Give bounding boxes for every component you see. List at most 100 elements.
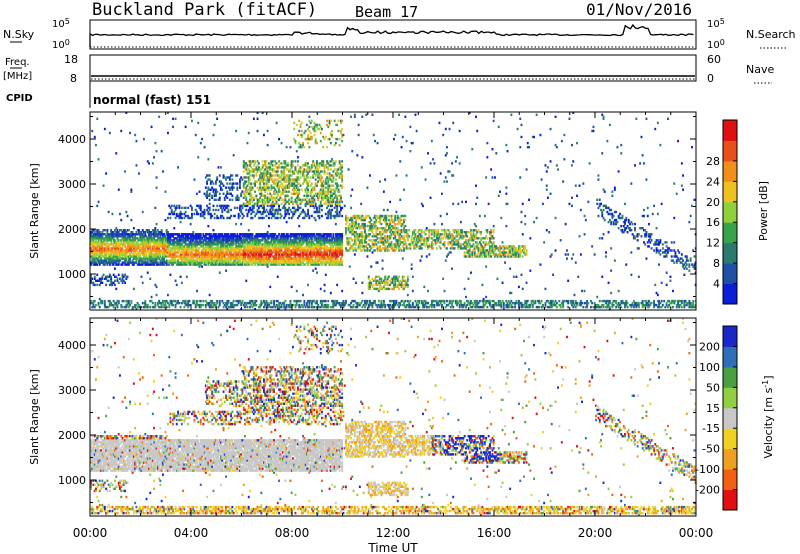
echo-cell: [260, 233, 263, 236]
echo-cell: [274, 263, 277, 266]
echo-cell: [117, 243, 120, 246]
echo-cell: [283, 206, 286, 210]
echo-cell: [274, 255, 277, 258]
echo-cell: [293, 253, 296, 256]
echo-cell: [107, 261, 110, 264]
echo-cell: [288, 202, 291, 206]
echo-cell: [271, 243, 274, 246]
echo-cell: [338, 190, 341, 193]
echo-cell: [251, 261, 254, 264]
echo-cell: [356, 154, 359, 157]
echo-cell: [232, 154, 235, 157]
echo-cell: [278, 301, 280, 305]
echo-cell: [98, 249, 101, 252]
echo-cell: [193, 299, 196, 303]
echo-cell: [232, 237, 235, 240]
echo-cell: [164, 235, 167, 238]
echo-cell: [336, 253, 339, 256]
echo-cell: [246, 190, 249, 193]
echo-cell: [323, 251, 326, 254]
echo-cell: [331, 188, 333, 191]
echo-cell: [274, 178, 277, 181]
echo-cell: [216, 245, 219, 248]
echo-cell: [264, 235, 267, 238]
echo-cell: [271, 235, 274, 238]
echo-cell: [149, 299, 152, 303]
echo-cell: [182, 245, 185, 248]
echo-cell: [207, 158, 210, 161]
echo-cell: [236, 182, 239, 185]
echo-cell: [284, 162, 287, 165]
echo-cell: [307, 176, 309, 179]
echo-cell: [337, 241, 340, 244]
echo-cell: [153, 229, 155, 232]
echo-cell: [189, 263, 192, 266]
echo-cell: [170, 301, 173, 305]
echo-cell: [169, 273, 172, 276]
echo-cell: [218, 237, 221, 240]
echo-cell: [276, 305, 279, 309]
echo-cell: [216, 239, 219, 242]
echo-cell: [121, 305, 124, 309]
echo-cell: [264, 190, 267, 193]
echo-cell: [207, 188, 210, 191]
echo-cell: [168, 237, 171, 240]
echo-cell: [254, 257, 256, 260]
echo-cell: [338, 253, 341, 256]
echo-cell: [292, 253, 294, 256]
echo-cell: [149, 231, 152, 234]
echo-cell: [213, 123, 216, 127]
echo-cell: [268, 178, 270, 181]
echo-cell: [298, 178, 301, 181]
echo-cell: [201, 137, 203, 141]
echo-cell: [160, 150, 163, 153]
echo-cell: [345, 249, 347, 252]
echo-cell: [221, 210, 224, 214]
echo-cell: [170, 259, 173, 262]
echo-cell: [233, 249, 236, 252]
echo-cell: [305, 162, 308, 165]
echo-cell: [276, 257, 279, 260]
echo-cell: [266, 180, 269, 183]
echo-cell: [208, 212, 211, 216]
echo-cell: [285, 249, 288, 252]
echo-cell: [131, 259, 134, 262]
echo-cell: [310, 257, 313, 260]
echo-cell: [358, 214, 361, 218]
echo-cell: [332, 160, 335, 163]
echo-cell: [275, 299, 278, 303]
echo-cell: [155, 235, 158, 238]
echo-cell: [125, 111, 128, 114]
echo-cell: [256, 243, 259, 246]
echo-cell: [235, 174, 238, 177]
echo-cell: [290, 253, 293, 256]
echo-cell: [340, 206, 342, 210]
echo-cell: [274, 233, 277, 236]
echo-cell: [312, 241, 315, 244]
echo-cell: [324, 259, 327, 262]
echo-cell: [146, 160, 149, 163]
echo-cell: [101, 281, 104, 284]
echo-cell: [174, 245, 177, 248]
echo-cell: [250, 261, 253, 264]
echo-cell: [308, 180, 311, 183]
echo-cell: [265, 164, 268, 167]
echo-cell: [232, 186, 235, 189]
echo-cell: [351, 220, 354, 224]
echo-cell: [93, 255, 96, 258]
echo-cell: [304, 263, 307, 266]
echo-cell: [175, 237, 178, 240]
echo-cell: [271, 206, 274, 210]
echo-cell: [129, 255, 131, 258]
echo-cell: [304, 164, 307, 167]
echo-cell: [143, 253, 145, 256]
echo-cell: [256, 241, 259, 244]
echo-cell: [246, 257, 249, 260]
echo-cell: [257, 305, 260, 309]
echo-cell: [271, 202, 274, 206]
echo-cell: [98, 245, 101, 248]
echo-cell: [319, 299, 322, 303]
beam-title: Beam 17: [355, 3, 418, 21]
echo-cell: [327, 202, 330, 206]
echo-cell: [285, 186, 288, 189]
